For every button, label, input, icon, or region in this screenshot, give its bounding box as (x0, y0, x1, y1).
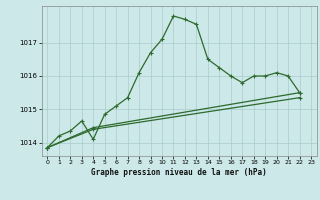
X-axis label: Graphe pression niveau de la mer (hPa): Graphe pression niveau de la mer (hPa) (91, 168, 267, 177)
